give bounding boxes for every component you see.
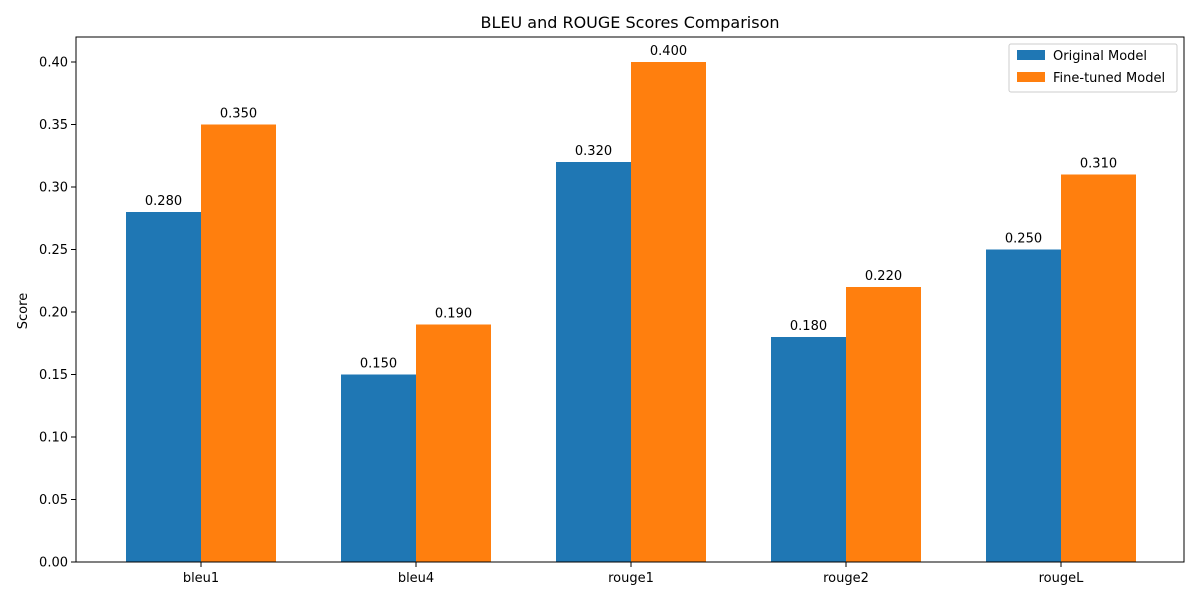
- legend-label-fine-tuned: Fine-tuned Model: [1053, 71, 1165, 86]
- legend-swatch-original: [1017, 50, 1045, 60]
- y-tick-label: 0.15: [39, 368, 68, 383]
- bar-rouge2-original: [771, 337, 846, 562]
- data-label-bleu4-fine-tuned: 0.190: [435, 307, 472, 322]
- y-tick-label: 0.10: [39, 431, 68, 446]
- data-label-rouge2-fine-tuned: 0.220: [865, 269, 902, 284]
- chart-title: BLEU and ROUGE Scores Comparison: [480, 13, 779, 32]
- bar-bleu4-fine-tuned: [416, 324, 491, 562]
- bar-bleu4-original: [341, 374, 416, 562]
- data-labels-group: 0.280 0.150 0.320 0.180 0.250 0.350 0.190 0.400…: [145, 44, 1117, 372]
- y-tick-label: 0.35: [39, 118, 68, 133]
- bar-bleu1-original: [126, 212, 201, 562]
- data-label-bleu4-original: 0.150: [360, 357, 397, 372]
- legend-box: [1008, 43, 1178, 93]
- bar-rouge1-original: [556, 162, 631, 562]
- x-axis-ticks: bleu1 bleu4 rouge1 rouge2 rougeL: [183, 562, 1084, 586]
- y-tick-label: 0.00: [39, 556, 68, 571]
- data-label-rougeL-fine-tuned: 0.310: [1080, 157, 1117, 172]
- legend-label-original: Original Model: [1053, 49, 1147, 64]
- y-tick-label: 0.25: [39, 243, 68, 258]
- data-label-rougeL-original: 0.250: [1005, 232, 1042, 247]
- y-tick-label: 0.20: [39, 306, 68, 321]
- bar-rouge1-fine-tuned: [631, 62, 706, 562]
- y-tick-label: 0.30: [39, 181, 68, 196]
- legend-swatch-fine-tuned: [1017, 72, 1045, 82]
- bar-rougeL-original: [986, 249, 1061, 562]
- plot-area-frame: [75, 36, 1185, 563]
- bar-rougeL-fine-tuned: [1061, 174, 1136, 562]
- x-tick-label-bleu4: bleu4: [398, 571, 434, 586]
- x-tick-label-bleu1: bleu1: [183, 571, 219, 586]
- data-label-rouge1-original: 0.320: [575, 144, 612, 159]
- y-tick-label: 0.40: [39, 56, 68, 71]
- bar-bleu1-fine-tuned: [201, 124, 276, 562]
- y-axis-ticks: 0.00 0.05 0.10 0.15 0.20 0.25 0.30 0.35 0.40: [39, 56, 76, 571]
- y-tick-label: 0.05: [39, 493, 68, 508]
- bars-group: [126, 62, 1136, 562]
- data-label-bleu1-original: 0.280: [145, 194, 182, 209]
- x-tick-label-rouge1: rouge1: [608, 571, 654, 586]
- data-label-bleu1-fine-tuned: 0.350: [220, 107, 257, 122]
- x-tick-label-rouge2: rouge2: [823, 571, 869, 586]
- legend: Original Model Fine-tuned Model: [1008, 43, 1178, 93]
- data-label-rouge2-original: 0.180: [790, 319, 827, 334]
- data-label-rouge1-fine-tuned: 0.400: [650, 44, 687, 59]
- x-tick-label-rougeL: rougeL: [1039, 571, 1085, 586]
- y-axis-label: Score: [16, 293, 31, 329]
- bar-rouge2-fine-tuned: [846, 287, 921, 562]
